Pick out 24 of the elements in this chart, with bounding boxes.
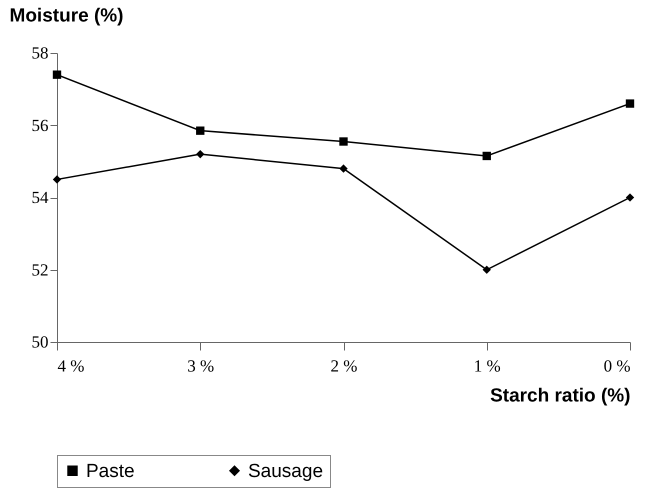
- point: [339, 164, 348, 173]
- legend-label: Sausage: [248, 460, 324, 482]
- point: [196, 126, 204, 135]
- point: [196, 150, 204, 158]
- x-tick-label: 1 %: [474, 356, 501, 376]
- legend-label: Paste: [86, 460, 135, 482]
- y-tick-label: 50: [32, 332, 48, 352]
- y-tick-label: 58: [32, 44, 48, 62]
- x-axis-title: Starch ratio (%): [490, 386, 630, 406]
- y-tick-label: 56: [32, 116, 48, 135]
- x-tick-label: 2 %: [330, 356, 358, 376]
- y-tick-label: 52: [32, 260, 48, 280]
- point: [626, 193, 634, 202]
- point: [52, 70, 62, 79]
- point: [482, 266, 491, 274]
- point: [339, 137, 348, 146]
- y-axis-title: Moisture (%): [10, 6, 124, 26]
- point: [482, 152, 491, 160]
- y-tick-label: 54: [32, 188, 49, 207]
- point: [52, 175, 62, 184]
- point: [626, 99, 634, 108]
- x-tick-label: 3 %: [187, 356, 214, 376]
- x-tick-label: 4 %: [58, 356, 84, 376]
- x-tick-label: 0 %: [604, 356, 630, 376]
